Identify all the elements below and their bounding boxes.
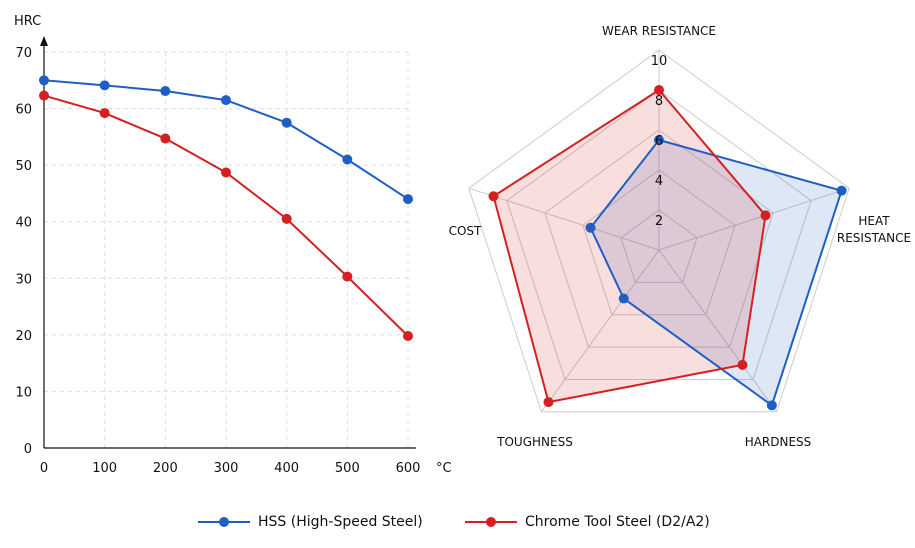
x-tick-label: 600	[396, 461, 421, 476]
x-axis-title: °C	[436, 461, 452, 476]
series-0-point	[160, 86, 171, 97]
radar-series-1-point	[543, 397, 554, 408]
y-tick-label: 30	[15, 272, 32, 287]
legend: HSS (High-Speed Steel) Chrome Tool Steel…	[0, 508, 915, 536]
radar-spoke	[541, 249, 660, 413]
series-0-point	[221, 95, 231, 106]
radar-axis-label-line: COST	[449, 224, 482, 238]
radar-tick-label: 8	[655, 94, 663, 109]
series-0-point	[39, 75, 49, 86]
radar-tick-label: 10	[651, 54, 668, 69]
x-tick-label: 0	[40, 461, 48, 476]
radar-grid-ring	[506, 89, 812, 380]
series-1-point	[99, 108, 110, 119]
y-axis-arrow	[40, 36, 48, 46]
x-tick-label: 400	[274, 461, 299, 476]
radar-spoke	[658, 249, 777, 413]
y-tick-label: 70	[15, 46, 32, 61]
series-0-point	[403, 194, 413, 205]
series-0-point	[342, 154, 353, 165]
radar-tick-label: 6	[655, 134, 663, 149]
radar-axis-label: HEAT RESISTANCE	[837, 214, 911, 245]
legend-item-hss: HSS (High-Speed Steel)	[198, 508, 423, 536]
radar-series-0-point	[618, 293, 629, 304]
series-0-point	[281, 117, 292, 128]
radar-series-0-point	[766, 400, 777, 411]
line-chart: 0 10 20 30 40 50 60 70 0 100 200 300 400 500 600 HRC °C	[14, 14, 452, 476]
legend-label-chrome: Chrome Tool Steel (D2/A2)	[525, 514, 710, 530]
radar-outline-1	[492, 88, 767, 404]
radar-axis-label-line: WEAR RESISTANCE	[602, 24, 716, 38]
x-tick-label: 200	[153, 461, 178, 476]
y-axis-title: HRC	[14, 14, 41, 29]
y-tick-label: 10	[15, 385, 32, 400]
radar-grid-ring	[468, 49, 850, 413]
radar-axis-label-line: HARDNESS	[745, 435, 812, 449]
radar-tick-label: 4	[655, 174, 663, 189]
radar-series-0-point	[836, 185, 847, 196]
radar-series-1-point	[760, 210, 771, 221]
radar-area-0	[590, 140, 842, 406]
y-tick-label: 40	[15, 216, 32, 231]
radar-series-0-point	[654, 135, 664, 145]
radar-axis-label-line: TOUGHNESS	[496, 435, 573, 449]
radar-area-1	[493, 90, 766, 403]
radar-grid-ring	[544, 129, 774, 348]
radar-axis-label: WEAR RESISTANCE	[602, 24, 716, 38]
radar-series-0-point	[585, 222, 596, 233]
radar-axis-label: HARDNESS	[745, 435, 812, 449]
series-1-point	[221, 167, 231, 178]
y-tick-label: 20	[15, 329, 32, 344]
series-1-point	[160, 133, 171, 144]
legend-marker-hss	[198, 517, 250, 527]
radar-chart: 2 4 6 8 10 WEAR RESISTANCE HEAT RESISTANCE HARDN…	[449, 24, 912, 449]
radar-grid-ring	[582, 169, 736, 316]
series-0-point	[99, 80, 110, 91]
series-1-point	[281, 213, 292, 224]
radar-spoke	[658, 187, 850, 251]
series-1-point	[403, 330, 413, 341]
legend-marker-chrome	[465, 517, 517, 527]
radar-grid-ring	[620, 209, 698, 283]
legend-label-hss: HSS (High-Speed Steel)	[258, 514, 423, 530]
radar-axis-label: TOUGHNESS	[496, 435, 573, 449]
radar-outline-0	[589, 138, 843, 407]
x-tick-label: 300	[214, 461, 239, 476]
radar-series-1-point	[488, 191, 499, 202]
y-tick-label: 60	[15, 103, 32, 118]
x-tick-label: 500	[335, 461, 360, 476]
series-1-point	[39, 90, 49, 101]
y-tick-label: 0	[24, 442, 32, 457]
radar-spoke	[468, 187, 660, 251]
y-tick-label: 50	[15, 159, 32, 174]
x-tick-label: 100	[92, 461, 117, 476]
radar-series-1-point	[654, 85, 664, 95]
radar-axis-label-line: HEAT	[858, 214, 890, 228]
legend-item-chrome: Chrome Tool Steel (D2/A2)	[465, 508, 710, 536]
radar-axis-label-line: RESISTANCE	[837, 231, 911, 245]
series-1-point	[342, 271, 353, 282]
radar-axis-label: COST	[449, 224, 482, 238]
radar-series-1-point	[737, 359, 748, 370]
radar-tick-label: 2	[655, 214, 663, 229]
